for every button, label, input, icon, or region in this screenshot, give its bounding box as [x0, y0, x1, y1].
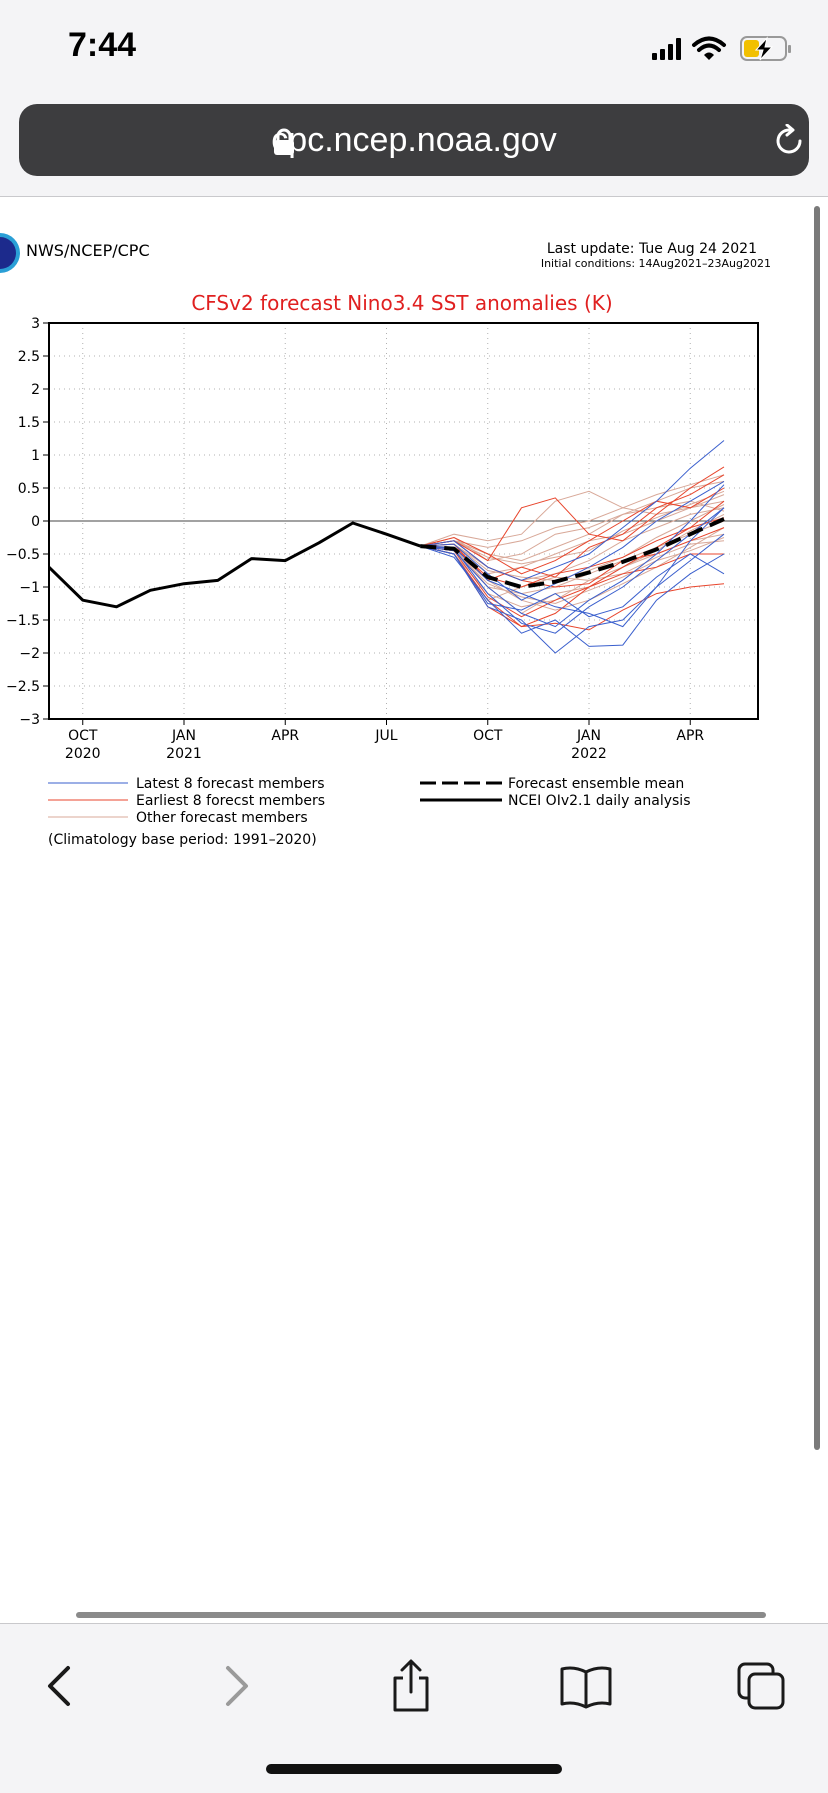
cellular-signal-icon	[652, 38, 681, 60]
x-tick-label-month: OCT	[68, 728, 98, 744]
y-tick-label: 2	[31, 382, 40, 398]
x-tick-label-month: APR	[271, 728, 299, 744]
y-tick-label: 3	[31, 316, 40, 332]
other-member-line	[420, 480, 725, 562]
y-tick-label: −1.5	[6, 613, 40, 629]
vertical-scrollbar[interactable]	[814, 206, 820, 1450]
plot-frame	[48, 322, 759, 720]
y-tick-label: 0	[31, 514, 40, 530]
legend-label-analysis: NCEI OIv2.1 daily analysis	[508, 793, 691, 809]
y-tick-label: 0.5	[18, 481, 40, 497]
status-icons	[652, 36, 791, 61]
reload-icon[interactable]	[773, 124, 807, 158]
forward-icon[interactable]	[206, 1656, 266, 1716]
y-tick-label: −2.5	[6, 679, 40, 695]
org-label: NWS/NCEP/CPC	[26, 241, 150, 260]
lock-icon	[274, 128, 294, 155]
tabs-icon[interactable]	[731, 1656, 791, 1716]
latest-member-line	[420, 533, 725, 654]
legend-label-earliest: Earliest 8 forecst members	[136, 793, 325, 809]
earliest-member-line	[420, 545, 725, 631]
nino34-figure: NWS/NCEP/CPC Last update: Tue Aug 24 202…	[0, 233, 771, 848]
status-bar: 7:44	[0, 0, 828, 96]
bookmarks-icon[interactable]	[556, 1656, 616, 1716]
web-page-content: NWS/NCEP/CPC Last update: Tue Aug 24 202…	[0, 197, 828, 1623]
ensemble-mean-line	[420, 517, 725, 589]
x-tick-label-year: 2021	[166, 746, 202, 762]
y-tick-label: −3	[19, 712, 40, 728]
latest-member-line	[420, 440, 725, 581]
y-tick-label: 1	[31, 448, 40, 464]
other-member-line	[420, 474, 725, 548]
chart-title: CFSv2 forecast Nino3.4 SST anomalies (K)	[191, 291, 612, 315]
x-tick-label-month: JAN	[576, 728, 601, 744]
y-tick-label: −2	[19, 646, 40, 662]
latest-member-line	[420, 484, 725, 628]
latest-member-line	[420, 545, 725, 618]
x-tick-label-year: 2022	[571, 746, 607, 762]
legend-label-latest: Latest 8 forecast members	[136, 776, 325, 792]
y-tick-label: −0.5	[6, 547, 40, 563]
y-tick-label: −1	[19, 580, 40, 596]
latest-member-line	[420, 480, 725, 601]
last-update: Last update: Tue Aug 24 2021	[547, 241, 757, 257]
y-tick-label: 2.5	[18, 349, 40, 365]
back-icon[interactable]	[30, 1656, 90, 1716]
other-member-line	[420, 507, 725, 581]
noaa-logo-icon	[0, 233, 20, 273]
address-bar[interactable]: cpc.ncep.noaa.gov	[19, 104, 809, 176]
url-text: cpc.ncep.noaa.gov	[271, 121, 557, 159]
x-tick-label-month: OCT	[473, 728, 503, 744]
legend-label-mean: Forecast ensemble mean	[508, 776, 684, 792]
home-indicator	[266, 1764, 562, 1774]
earliest-member-line	[420, 487, 725, 575]
other-member-line	[420, 537, 725, 605]
analysis-line	[47, 521, 421, 609]
toolbar-divider	[0, 196, 828, 197]
chart-legend: Latest 8 forecast members Earliest 8 for…	[48, 776, 691, 848]
x-tick-label-month: APR	[676, 728, 704, 744]
share-icon[interactable]	[381, 1656, 441, 1716]
climatology-note: (Climatology base period: 1991–2020)	[48, 832, 317, 848]
latest-member-line	[420, 507, 725, 634]
x-tick-label-year: 2020	[65, 746, 101, 762]
legend-label-other: Other forecast members	[136, 810, 308, 826]
battery-charging-icon	[740, 36, 791, 61]
x-tick-label-month: JUL	[374, 728, 397, 744]
earliest-member-line	[420, 545, 724, 618]
initial-conditions: Initial conditions: 14Aug2021–23Aug2021	[541, 257, 771, 270]
status-time: 7:44	[68, 26, 137, 64]
wifi-icon	[692, 36, 726, 60]
x-tick-label-month: JAN	[171, 728, 196, 744]
y-tick-label: 1.5	[18, 415, 40, 431]
horizontal-scrollbar[interactable]	[76, 1612, 766, 1618]
